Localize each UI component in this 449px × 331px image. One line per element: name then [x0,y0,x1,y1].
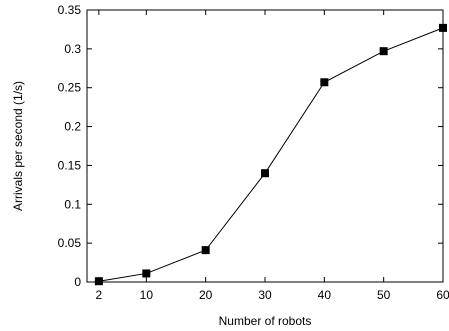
x-tick-label: 10 [140,288,154,302]
data-point-marker [142,269,151,278]
series-line [98,27,444,282]
y-tick-label: 0.1 [64,197,81,211]
x-tick-label: 30 [258,288,272,302]
x-tick-label: 50 [377,288,391,302]
data-point-marker [379,47,388,56]
y-axis-ticks: 0 0.05 0.1 0.15 0.2 0.25 0.3 0.35 [58,3,443,289]
plot-frame [86,9,444,283]
y-tick-label: 0.05 [58,236,82,250]
axes [86,9,444,283]
x-tick-label: 40 [318,288,332,302]
y-axis-title: Arrivals per second (1/s) [11,81,25,211]
x-tick-label: 20 [199,288,213,302]
data-point-marker [320,78,329,87]
y-tick-label: 0.2 [64,120,81,134]
x-tick-label: 2 [96,288,103,302]
y-tick-label: 0.25 [58,81,82,95]
x-tick-label: 60 [436,288,449,302]
data-point-marker [261,169,269,178]
data-point-marker [439,23,447,32]
y-tick-label: 0.3 [64,42,81,56]
data-point-marker [94,277,103,286]
data-point-marker [201,246,210,255]
y-tick-label: 0.35 [58,3,82,17]
y-tick-label: 0.15 [58,158,82,172]
x-axis-ticks: 2 10 20 30 40 50 60 [96,10,449,302]
x-axis-title: Number of robots [219,314,312,328]
y-tick-label: 0 [74,275,81,289]
series-group [94,23,447,286]
